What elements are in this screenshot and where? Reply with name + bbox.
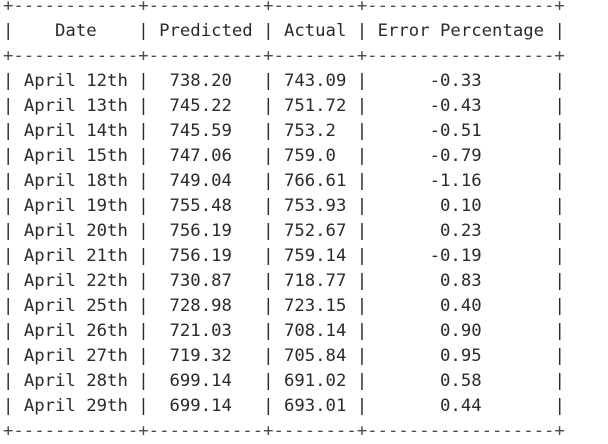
- cell-error: 0.23: [377, 221, 545, 241]
- cell-actual: 766.61: [283, 171, 347, 191]
- cell-date: April 21th: [23, 246, 128, 266]
- cell-actual: 753.93: [283, 196, 347, 216]
- cell-error: 0.90: [377, 321, 545, 341]
- cell-date: April 29th: [23, 396, 128, 416]
- table-row: | April 29th | 699.14 | 693.01 | 0.44 |: [3, 396, 565, 416]
- cell-date: April 15th: [23, 146, 128, 166]
- cell-predicted: 699.14: [159, 396, 253, 416]
- cell-date: April 22th: [23, 271, 128, 291]
- cell-actual: 753.2: [283, 121, 347, 141]
- cell-actual: 723.15: [283, 296, 347, 316]
- cell-date: April 18th: [23, 171, 128, 191]
- cell-actual: 705.84: [283, 346, 347, 366]
- cell-error: 0.40: [377, 296, 545, 316]
- cell-error: 0.83: [377, 271, 545, 291]
- table-border-bottom: +------------+-----------+--------+-----…: [3, 421, 565, 441]
- cell-date: April 12th: [23, 71, 128, 91]
- table-row: | April 26th | 721.03 | 708.14 | 0.90 |: [3, 321, 565, 341]
- cell-actual: 693.01: [283, 396, 347, 416]
- table-row: | April 22th | 730.87 | 718.77 | 0.83 |: [3, 271, 565, 291]
- table-row: | April 14th | 745.59 | 753.2 | -0.51 |: [3, 121, 565, 141]
- cell-predicted: 745.22: [159, 96, 253, 116]
- cell-date: April 27th: [23, 346, 128, 366]
- table-row: | April 20th | 756.19 | 752.67 | 0.23 |: [3, 221, 565, 241]
- cell-error: -1.16: [377, 171, 545, 191]
- cell-actual: 708.14: [283, 321, 347, 341]
- cell-predicted: 719.32: [159, 346, 253, 366]
- cell-error: -0.33: [377, 71, 545, 91]
- table-header-row: | Date | Predicted | Actual | Error Perc…: [3, 21, 565, 41]
- cell-date: April 20th: [23, 221, 128, 241]
- table-row: | April 25th | 728.98 | 723.15 | 0.40 |: [3, 296, 565, 316]
- cell-actual: 718.77: [283, 271, 347, 291]
- table-row: | April 15th | 747.06 | 759.0 | -0.79 |: [3, 146, 565, 166]
- cell-predicted: 745.59: [159, 121, 253, 141]
- cell-error: 0.95: [377, 346, 545, 366]
- cell-actual: 743.09: [283, 71, 347, 91]
- cell-error: 0.58: [377, 371, 545, 391]
- table-row: | April 18th | 749.04 | 766.61 | -1.16 |: [3, 171, 565, 191]
- table-row: | April 19th | 755.48 | 753.93 | 0.10 |: [3, 196, 565, 216]
- table-border-header: +------------+-----------+--------+-----…: [3, 46, 565, 66]
- header-predicted: Predicted: [159, 21, 253, 41]
- cell-predicted: 755.48: [159, 196, 253, 216]
- cell-predicted: 756.19: [159, 221, 253, 241]
- header-error-percentage: Error Percentage: [377, 21, 545, 41]
- table-row: | April 28th | 699.14 | 691.02 | 0.58 |: [3, 371, 565, 391]
- cell-error: -0.79: [377, 146, 545, 166]
- header-date: Date: [23, 21, 128, 41]
- table-row: | April 12th | 738.20 | 743.09 | -0.33 |: [3, 71, 565, 91]
- cell-predicted: 747.06: [159, 146, 253, 166]
- cell-date: April 26th: [23, 321, 128, 341]
- cell-error: 0.10: [377, 196, 545, 216]
- cell-date: April 14th: [23, 121, 128, 141]
- table-border-top: +------------+-----------+--------+-----…: [3, 0, 565, 16]
- cell-error: -0.19: [377, 246, 545, 266]
- cell-actual: 752.67: [283, 221, 347, 241]
- cell-predicted: 721.03: [159, 321, 253, 341]
- cell-date: April 28th: [23, 371, 128, 391]
- cell-error: 0.44: [377, 396, 545, 416]
- cell-date: April 13th: [23, 96, 128, 116]
- cell-error: -0.51: [377, 121, 545, 141]
- cell-date: April 19th: [23, 196, 128, 216]
- cell-actual: 759.14: [283, 246, 347, 266]
- cell-predicted: 756.19: [159, 246, 253, 266]
- cell-error: -0.43: [377, 96, 545, 116]
- cell-predicted: 738.20: [159, 71, 253, 91]
- cell-predicted: 730.87: [159, 271, 253, 291]
- table-row: | April 27th | 719.32 | 705.84 | 0.95 |: [3, 346, 565, 366]
- cell-actual: 751.72: [283, 96, 347, 116]
- table-row: | April 13th | 745.22 | 751.72 | -0.43 |: [3, 96, 565, 116]
- header-actual: Actual: [283, 21, 347, 41]
- cell-actual: 691.02: [283, 371, 347, 391]
- cell-actual: 759.0: [283, 146, 347, 166]
- cell-predicted: 749.04: [159, 171, 253, 191]
- table-row: | April 21th | 756.19 | 759.14 | -0.19 |: [3, 246, 565, 266]
- cell-date: April 25th: [23, 296, 128, 316]
- cell-predicted: 699.14: [159, 371, 253, 391]
- table-body: | April 12th | 738.20 | 743.09 | -0.33 |…: [3, 69, 608, 419]
- cell-predicted: 728.98: [159, 296, 253, 316]
